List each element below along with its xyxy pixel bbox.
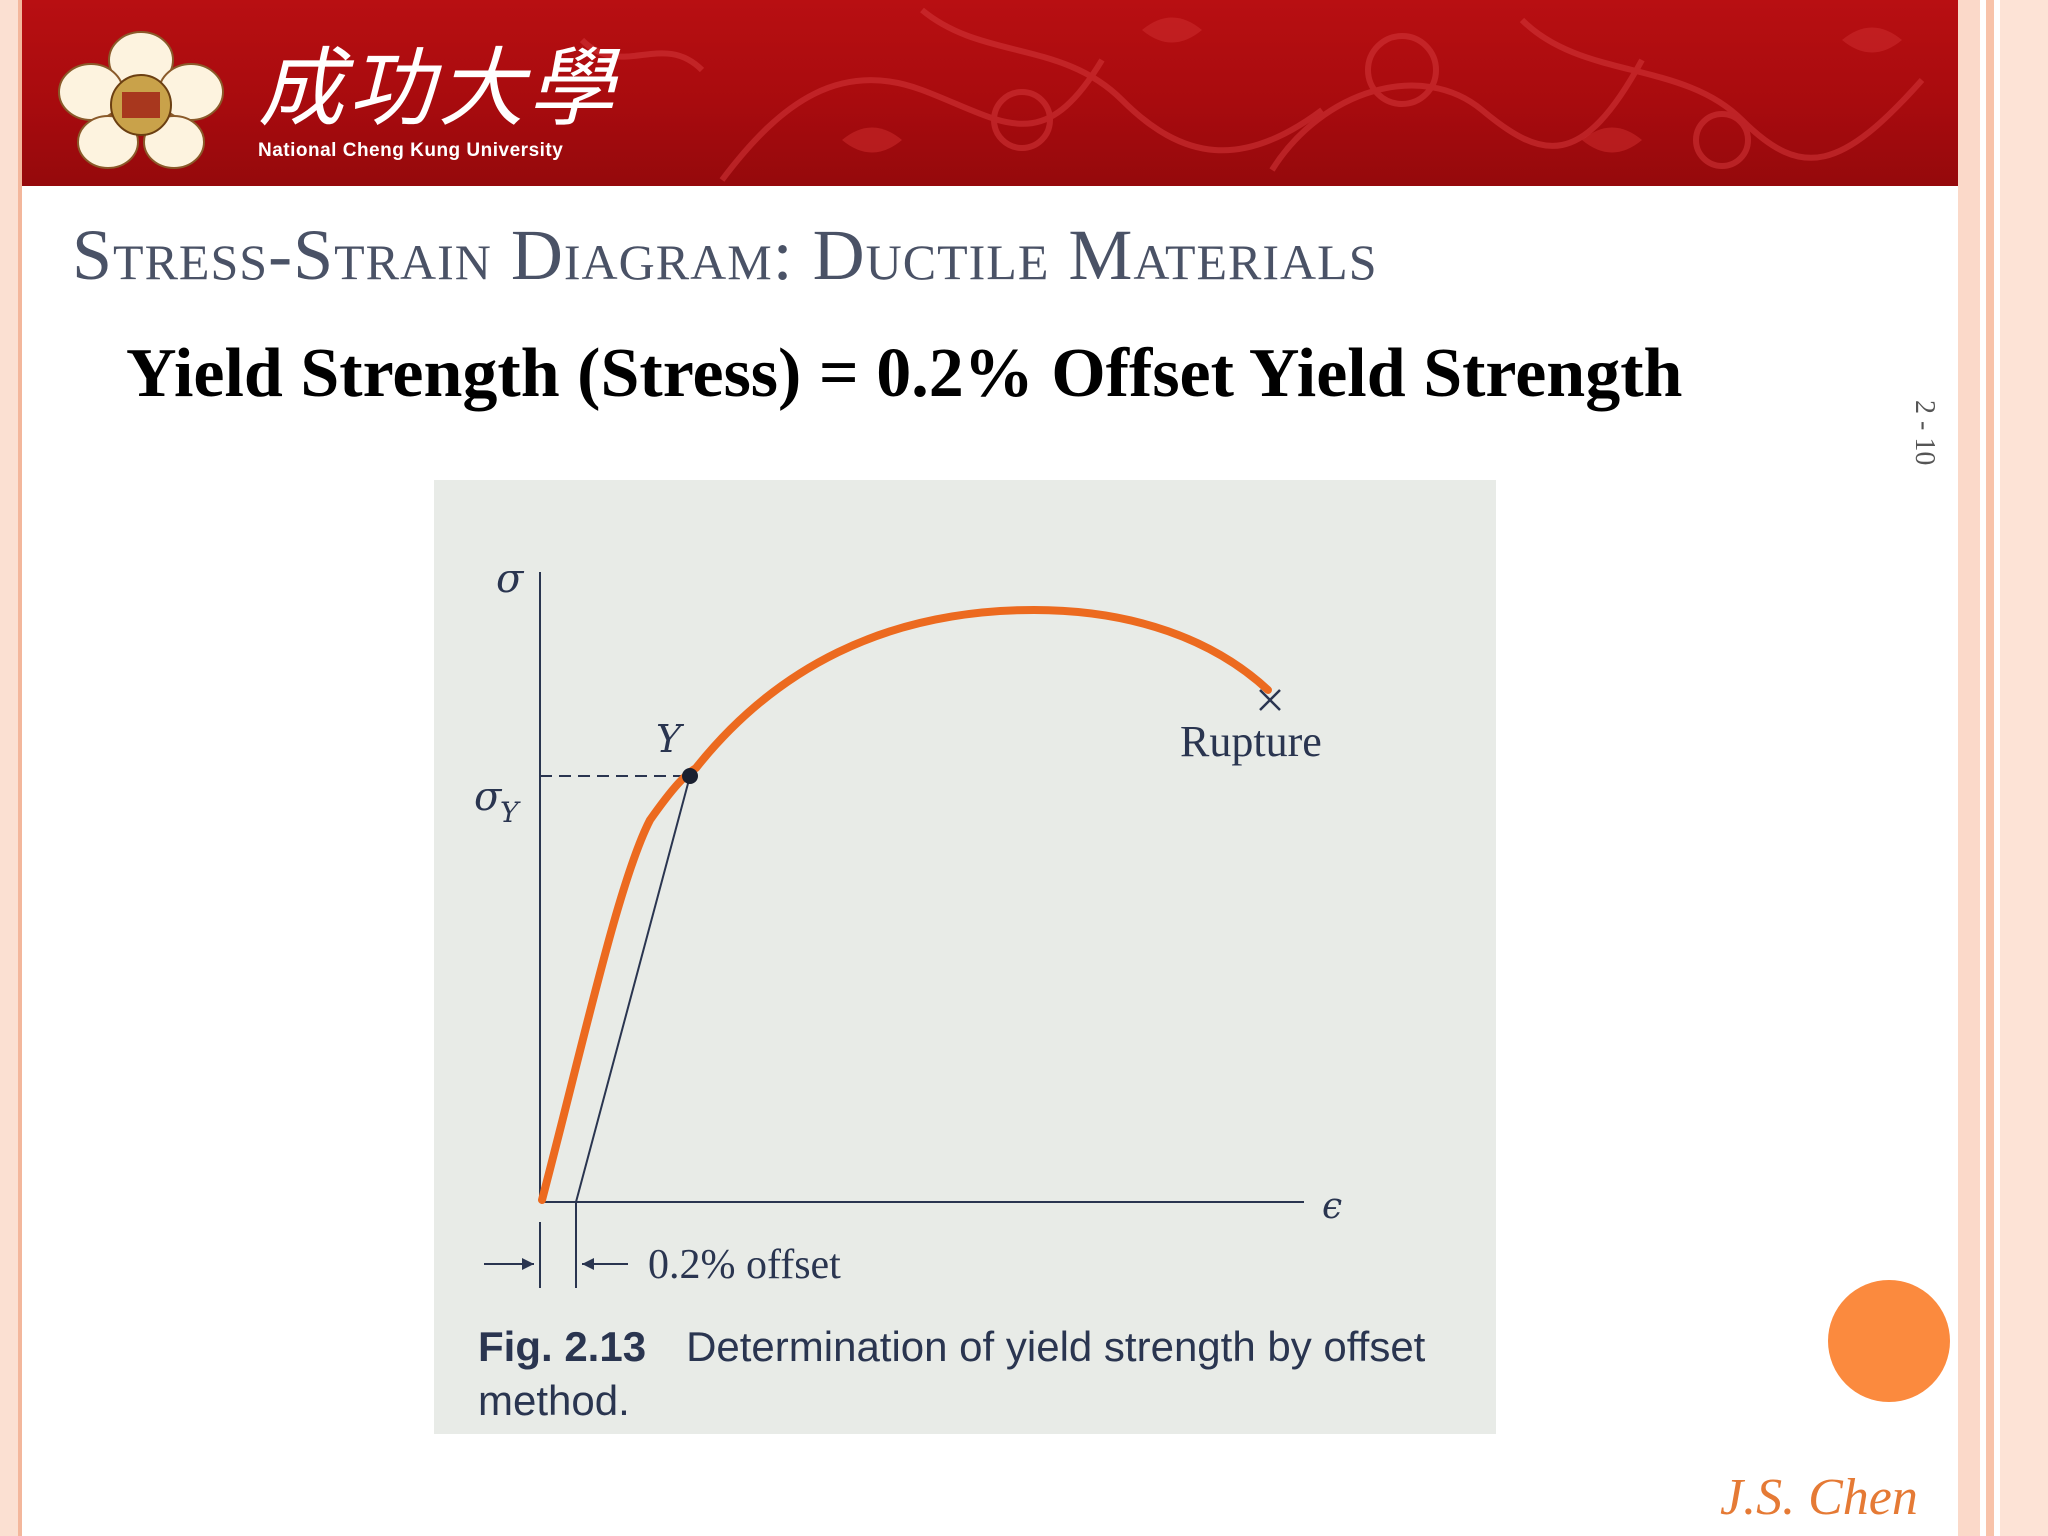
page-number-text: 2 - 10	[1909, 400, 1940, 466]
offset-arrowhead-right	[582, 1258, 594, 1270]
offset-label: 0.2% offset	[648, 1242, 841, 1288]
university-name-chinese: 成功大學	[258, 39, 618, 139]
left-border-line	[18, 0, 22, 1536]
figure-number: Fig. 2.13	[478, 1323, 647, 1370]
university-name-english: National Cheng Kung University	[258, 140, 564, 161]
yield-stress-subscript: Y	[500, 796, 521, 829]
offset-arrowhead-left	[522, 1258, 534, 1270]
stress-strain-diagram: σ ϵ σ Y Y Rupture 0.2% offset	[474, 556, 1342, 1288]
right-border-line	[1986, 0, 1994, 1536]
right-border-stripe	[1958, 0, 1980, 1536]
yield-point	[682, 768, 698, 784]
x-axis-label: ϵ	[1322, 1186, 1342, 1227]
left-border-stripe	[0, 0, 18, 1536]
y-axis-label: σ	[496, 556, 525, 602]
decorative-circle	[1828, 1280, 1950, 1402]
figure-caption: Fig. 2.13 Determination of yield strength…	[478, 1320, 1478, 1428]
author-name: J.S. Chen	[1720, 1469, 1918, 1526]
university-emblem-icon	[58, 31, 224, 169]
stress-strain-figure: σ ϵ σ Y Y Rupture 0.2% offset Fig. 2.13 D…	[434, 480, 1496, 1434]
offset-line	[575, 775, 691, 1203]
figure-caption-text: Determination of yield strength by offse…	[478, 1323, 1426, 1424]
yield-stress-label: σ	[474, 774, 503, 820]
slide-subtitle: Yield Strength (Stress) = 0.2% Offset Yi…	[126, 335, 1683, 412]
rupture-label: Rupture	[1180, 717, 1322, 766]
slide-title: Stress-Strain Diagram: Ductile Materials	[72, 215, 1378, 295]
yield-point-label: Y	[656, 717, 685, 761]
stress-strain-curve	[538, 605, 1272, 1204]
page-number: 2 - 10	[1900, 400, 1940, 490]
university-banner: 成功大學 National Cheng Kung University	[22, 0, 1958, 186]
floral-pattern	[579, 7, 1925, 182]
rupture-mark-icon	[1259, 689, 1281, 711]
right-border-band	[2000, 0, 2048, 1536]
